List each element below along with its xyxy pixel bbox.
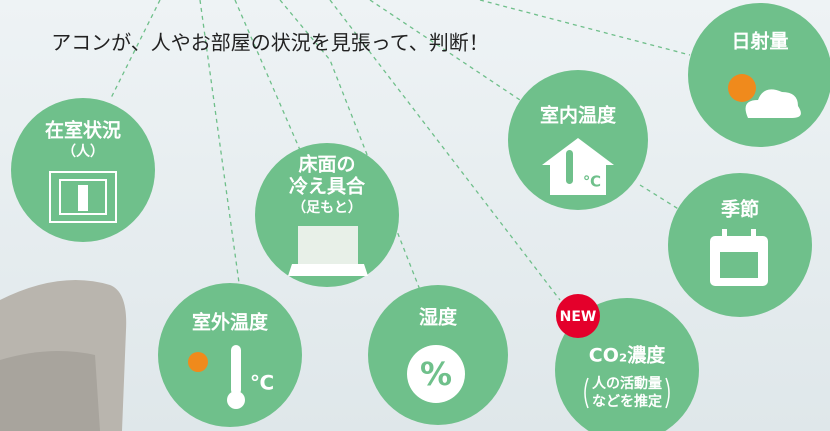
- thermometer-icon: [566, 150, 573, 184]
- icon-text: %: [420, 355, 452, 393]
- node-sublabel: （足もと）: [292, 200, 362, 216]
- node-label: 室内温度: [540, 104, 617, 127]
- node-circle: [688, 3, 830, 147]
- node-label: 季節: [721, 198, 759, 221]
- node-label: 冷え具合: [289, 175, 366, 198]
- icon-text: ℃: [250, 371, 274, 395]
- node-label: CO₂濃度: [589, 344, 666, 367]
- node-sublabel: 人の活動量: [592, 375, 662, 392]
- thermometer-icon: [227, 391, 245, 409]
- thermometer-icon: [231, 345, 241, 395]
- node-sublabel: （人）: [62, 143, 104, 160]
- headline: アコンが、人やお部屋の状況を見張って、判断！: [51, 31, 489, 55]
- floor-icon: [288, 226, 368, 276]
- calendar-icon: [710, 229, 768, 286]
- node-label: 湿度: [419, 306, 458, 329]
- icon-text: ℃: [583, 173, 601, 191]
- sun-icon: [728, 74, 756, 102]
- sun-icon: [188, 352, 208, 372]
- sensor-diagram: アコンが、人やお部屋の状況を見張って、判断！ 在室状況 （人） 床面の 冷え具合…: [0, 0, 830, 431]
- node-label: 室外温度: [192, 311, 269, 334]
- node-sublabel: などを推定: [592, 393, 662, 410]
- node-label: 日射量: [731, 30, 788, 53]
- node-label: 在室状況: [45, 119, 121, 142]
- badge-text: NEW: [560, 309, 597, 325]
- node-label: 床面の: [298, 153, 355, 176]
- sofa: [0, 280, 126, 431]
- room-icon: [50, 172, 116, 222]
